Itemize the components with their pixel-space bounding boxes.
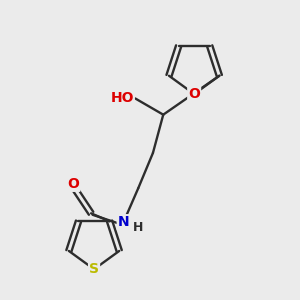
Text: N: N xyxy=(118,215,129,229)
Text: S: S xyxy=(89,262,99,276)
Text: O: O xyxy=(188,87,200,101)
Text: HO: HO xyxy=(110,92,134,106)
Text: O: O xyxy=(68,177,80,191)
Text: H: H xyxy=(133,221,143,234)
